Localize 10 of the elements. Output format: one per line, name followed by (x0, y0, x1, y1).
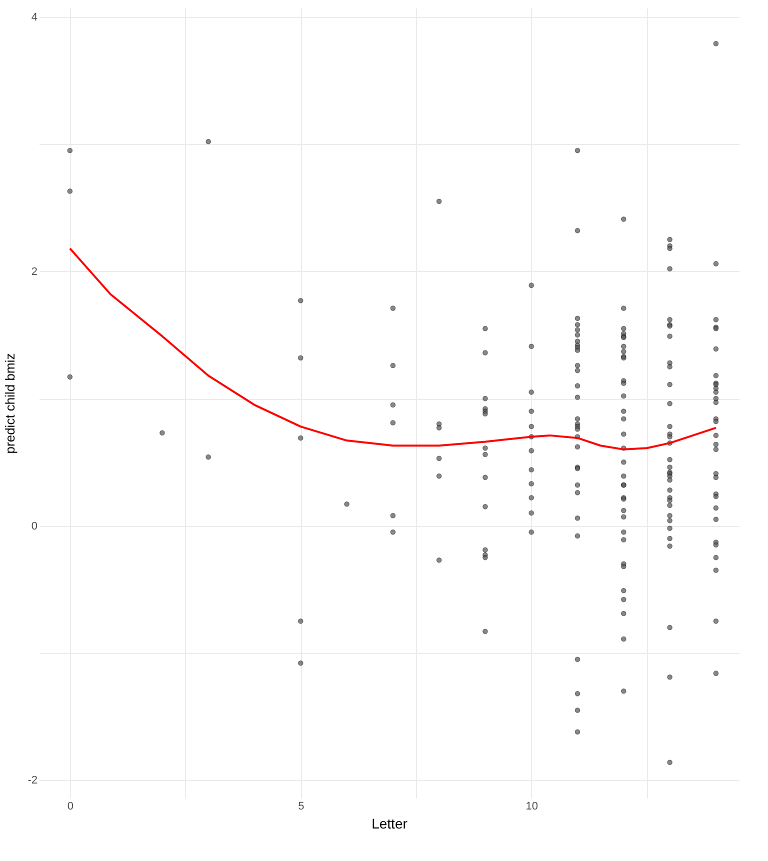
x-axis-title: Letter (372, 816, 408, 832)
x-tick-label: 0 (67, 800, 74, 812)
y-tick-label: -2 (28, 774, 38, 787)
line-series (68, 247, 717, 450)
y-tick-label: 0 (31, 520, 38, 532)
y-axis-title: predict child bmiz (2, 353, 18, 454)
y-tick-label: 4 (31, 11, 38, 24)
x-tick-label: 5 (298, 800, 304, 812)
y-tick-label: 2 (31, 266, 38, 278)
x-tick-label: 10 (526, 800, 538, 812)
